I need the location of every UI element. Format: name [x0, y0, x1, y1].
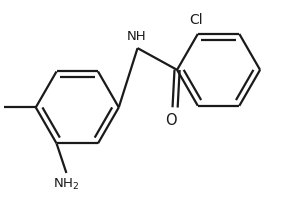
Text: NH: NH [127, 30, 146, 43]
Text: Cl: Cl [189, 13, 203, 27]
Text: NH$_2$: NH$_2$ [53, 177, 80, 192]
Text: O: O [165, 113, 177, 128]
